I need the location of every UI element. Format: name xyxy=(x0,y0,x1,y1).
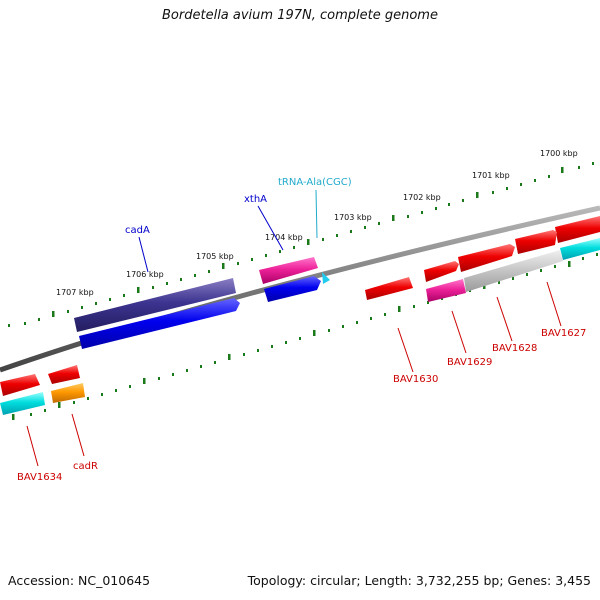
gene-cada-rev[interactable] xyxy=(79,298,240,349)
bav1630-label: BAV1630 xyxy=(393,374,438,385)
kbp-label-1700: 1700 kbp xyxy=(540,149,578,158)
accession-text: Accession: NC_010645 xyxy=(8,573,151,588)
gene-bav1627-fwd[interactable] xyxy=(555,216,600,243)
xtha-label: xthA xyxy=(244,194,267,205)
kbp-label-1704: 1704 kbp xyxy=(265,233,303,242)
cadr-label: cadR xyxy=(73,461,98,472)
map-title: Bordetella avium 197N, complete genome xyxy=(162,8,438,23)
kbp-label-1701: 1701 kbp xyxy=(472,171,510,180)
gene-cadr-rev[interactable] xyxy=(51,383,85,403)
gene-bav1627-rev[interactable] xyxy=(560,238,600,260)
trna-leader-line xyxy=(315,189,318,239)
bav1628-leader-line xyxy=(496,296,513,342)
cada-label: cadA xyxy=(125,225,150,236)
bav1630-leader-line xyxy=(397,327,414,373)
gene-bav1634-rev[interactable] xyxy=(0,392,45,415)
gene-xtha-rev[interactable] xyxy=(264,276,321,302)
gene-cada[interactable] xyxy=(74,278,236,332)
gene-bav1628-rev[interactable] xyxy=(464,250,563,292)
gene-bav1629-fwd[interactable] xyxy=(458,244,515,272)
xtha-leader-line xyxy=(257,205,284,251)
kbp-label-1703: 1703 kbp xyxy=(334,213,372,222)
cada-leader-line xyxy=(138,236,149,273)
gene-bav1628-fwd[interactable] xyxy=(515,230,557,254)
outer-tick-track xyxy=(8,162,594,327)
bav1634-label: BAV1634 xyxy=(17,472,62,483)
gene-xtha[interactable] xyxy=(259,257,318,284)
gene-bav1630-rev[interactable] xyxy=(365,277,413,300)
bav1627-label: BAV1627 xyxy=(541,328,586,339)
bav1629-leader-line xyxy=(451,310,467,354)
inner-tick-track xyxy=(12,253,598,420)
bav1629-label: BAV1629 xyxy=(447,357,492,368)
gene-bav1629-rev[interactable] xyxy=(426,279,466,302)
kbp-label-1706: 1706 kbp xyxy=(126,270,164,279)
topology-text: Topology: circular; Length: 3,732,255 bp… xyxy=(247,573,591,588)
bav1627-leader-line xyxy=(546,281,562,327)
trna-label: tRNA-Ala(CGC) xyxy=(278,177,352,188)
bav1634-leader-line xyxy=(26,425,39,467)
kbp-label-1707: 1707 kbp xyxy=(56,288,94,297)
cadr-leader-line xyxy=(71,413,85,457)
kbp-label-1705: 1705 kbp xyxy=(196,252,234,261)
gene-bav1634-fwd[interactable] xyxy=(0,374,40,396)
bav1628-label: BAV1628 xyxy=(492,343,537,354)
gene-cadr-fwd[interactable] xyxy=(48,365,80,384)
gene-bav1630-fwd[interactable] xyxy=(424,261,459,282)
gene-trna-ala[interactable] xyxy=(322,272,330,284)
kbp-label-1702: 1702 kbp xyxy=(403,193,441,202)
